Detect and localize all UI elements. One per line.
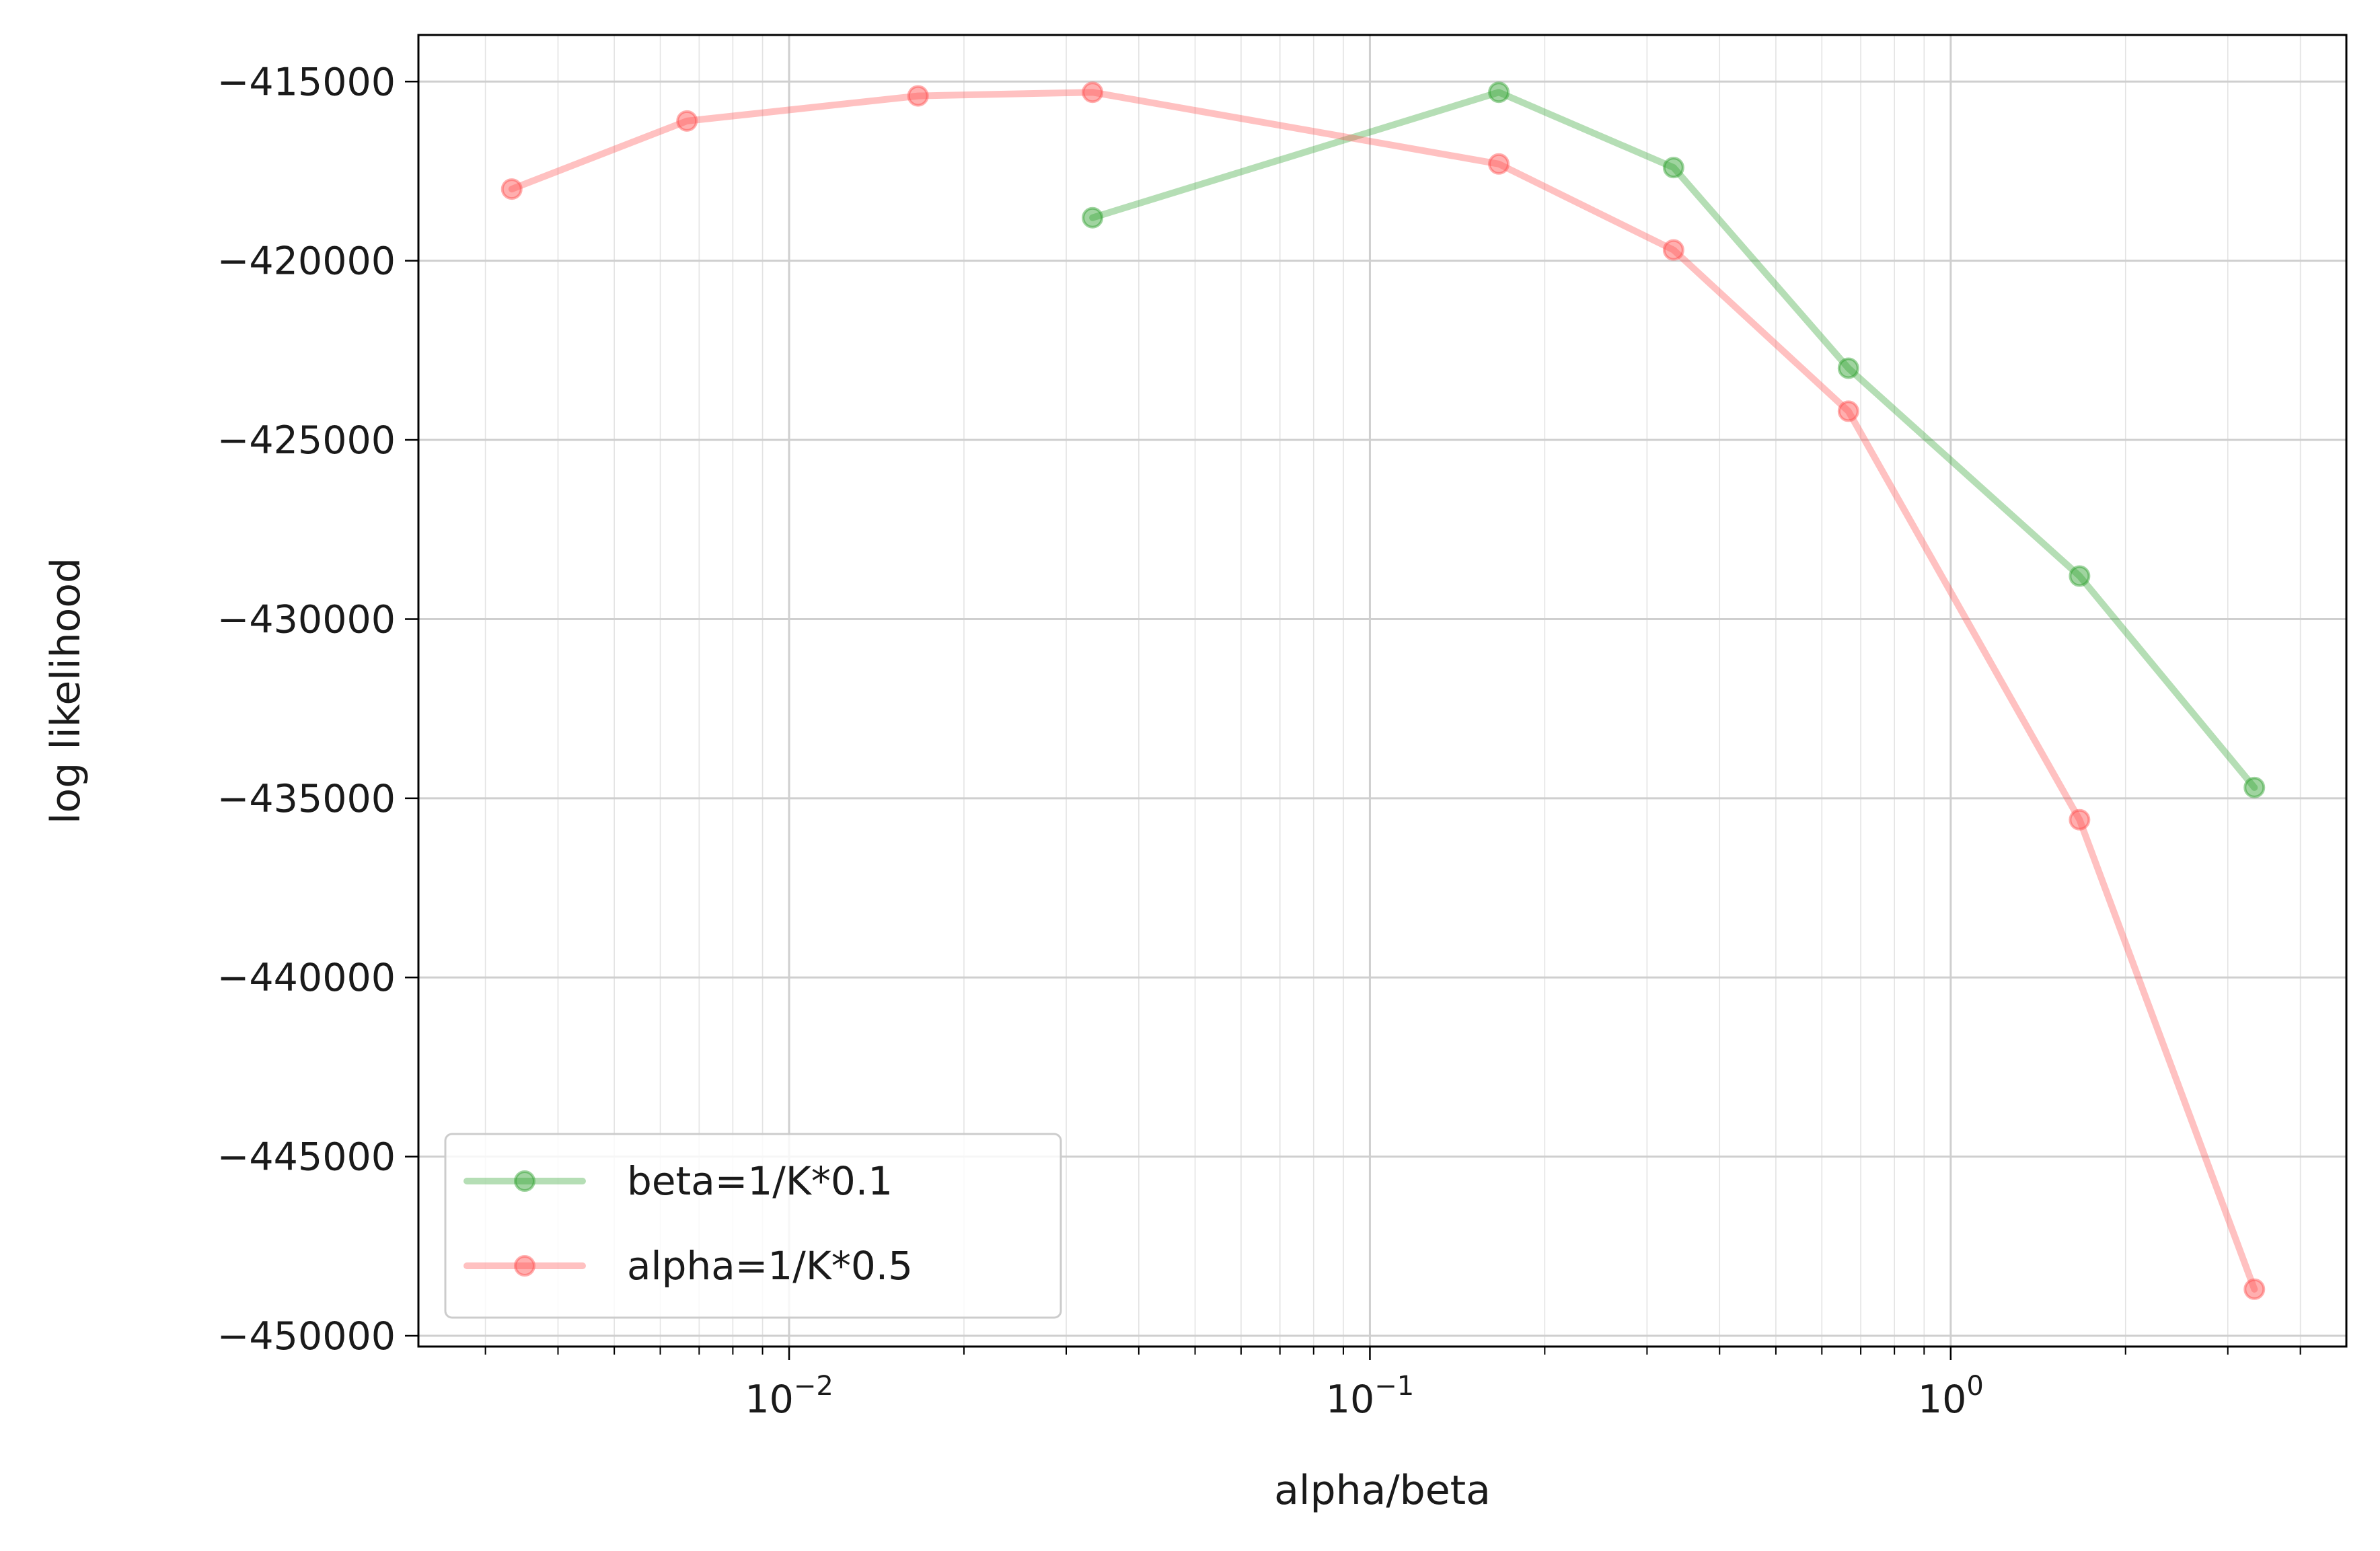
y-tick-label: −430000	[217, 597, 396, 642]
legend-item-1: beta=1/K*0.1	[463, 1158, 893, 1204]
data-point	[1837, 357, 1859, 379]
series-line	[508, 89, 2258, 1293]
data-point	[2069, 565, 2091, 587]
data-point	[1662, 157, 1684, 179]
data-point	[2243, 776, 2266, 798]
data-point	[500, 178, 523, 200]
minor-gridlines	[484, 35, 2301, 1347]
major-gridlines	[418, 35, 2346, 1347]
data-point	[2243, 1278, 2266, 1300]
legend-label: alpha=1/K*0.5	[627, 1243, 913, 1289]
legend-label: beta=1/K*0.1	[627, 1158, 893, 1204]
x-tick-label: 100	[1918, 1371, 1984, 1422]
data-point	[1488, 153, 1510, 175]
legend-box	[444, 1133, 1062, 1319]
y-tick-label: −425000	[217, 418, 396, 463]
legend: beta=1/K*0.1 alpha=1/K*0.5	[444, 1133, 1062, 1319]
x-axis-label: alpha/beta	[1274, 1467, 1491, 1514]
x-tick-labels: 10−2 10−1 100	[745, 1371, 1984, 1422]
y-tick-label: −415000	[217, 60, 396, 104]
data-point	[1662, 239, 1684, 261]
series-2	[500, 81, 2266, 1300]
x-tick-label: 10−1	[1326, 1371, 1415, 1422]
plot-frame	[417, 34, 2348, 1348]
data-point	[1488, 81, 1510, 104]
y-tick-label: −445000	[217, 1135, 396, 1180]
data-point	[676, 110, 698, 132]
data-point	[907, 85, 929, 107]
data-point	[2069, 808, 2091, 831]
y-tick-label: −450000	[217, 1314, 396, 1359]
y-tick-label: −435000	[217, 777, 396, 821]
y-tick-label: −420000	[217, 239, 396, 284]
series-1	[1082, 81, 2266, 798]
axis-ticks	[405, 81, 2301, 1360]
data-point	[1082, 206, 1104, 229]
legend-item-2: alpha=1/K*0.5	[463, 1243, 913, 1289]
series-layer	[500, 81, 2266, 1300]
x-tick-label: 10−2	[745, 1371, 833, 1422]
data-point	[1837, 400, 1859, 422]
data-point	[1082, 81, 1104, 104]
series-line	[1089, 89, 2258, 791]
y-tick-label: −440000	[217, 956, 396, 1000]
legend-swatch-marker	[514, 1255, 535, 1277]
y-tick-labels: −415000 −420000 −425000 −430000 −435000 −4400…	[217, 60, 396, 1359]
legend-swatch-marker	[514, 1170, 535, 1192]
y-axis-label: log likelihood	[42, 558, 89, 824]
